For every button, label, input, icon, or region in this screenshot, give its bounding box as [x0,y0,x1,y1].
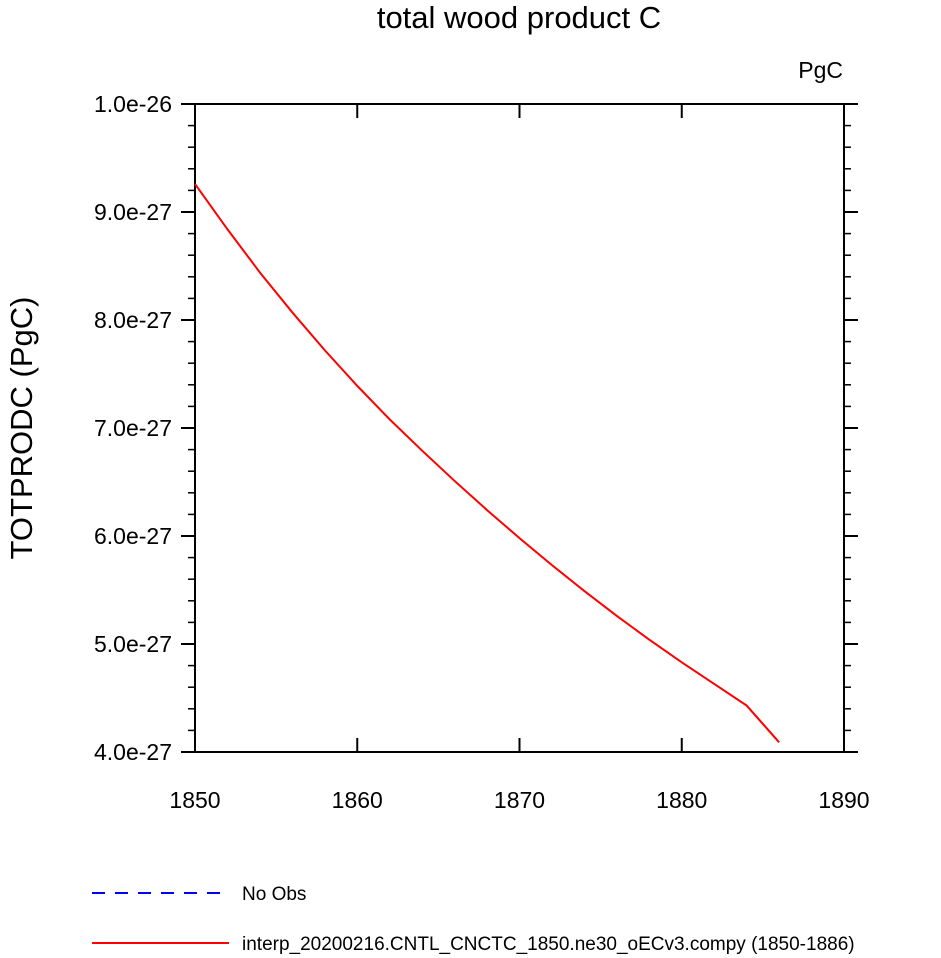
chart-title: total wood product C [377,0,661,35]
legend-label: No Obs [242,884,306,905]
axis-ticks: 1850 1860 1870 1880 1890 4.0e-27 5.0e-27 6.0e-2… [94,91,870,813]
y-tick-label: 9.0e-27 [94,199,172,225]
y-tick-label: 4.0e-27 [94,739,172,765]
y-tick-label: 6.0e-27 [94,523,172,549]
x-tick-label: 1890 [818,787,869,813]
x-tick-label: 1880 [656,787,707,813]
units-label: PgC [798,57,843,83]
plot-series [194,183,780,743]
x-tick-label: 1850 [169,787,220,813]
y-tick-label: 5.0e-27 [94,631,172,657]
plot-frame [194,103,845,753]
x-tick-label: 1870 [494,787,545,813]
legend: No Obs interp_20200216.CNTL_CNCTC_1850.ne… [92,884,855,955]
y-tick-label: 8.0e-27 [94,307,172,333]
y-tick-label: 1.0e-26 [94,91,172,117]
y-tick-label: 7.0e-27 [94,415,172,441]
series-line [194,183,780,743]
y-axis-label: TOTPRODC (PgC) [4,297,39,560]
x-tick-label: 1860 [332,787,383,813]
legend-label: interp_20200216.CNTL_CNCTC_1850.ne30_oEC… [242,934,855,955]
